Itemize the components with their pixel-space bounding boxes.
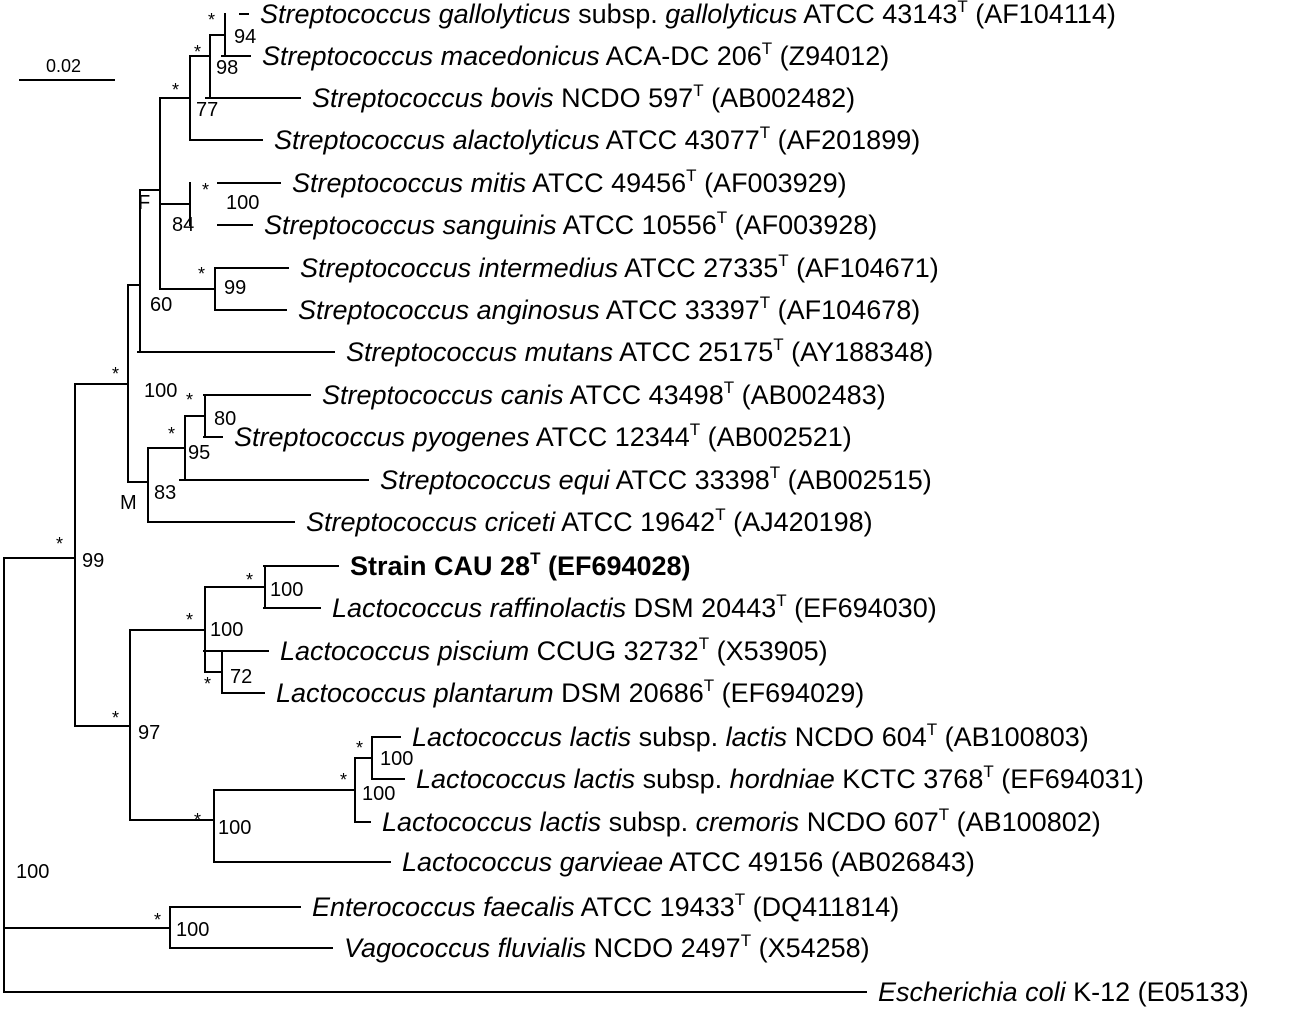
taxon-label-e_faec: Enterococcus faecalis ATCC 19433T (DQ411… [312,890,899,922]
tree-branches [3,13,867,993]
bootstrap-value: 100 [270,579,303,601]
support-star: * [186,390,193,410]
support-star: * [198,264,205,284]
node-label-f: F [138,192,150,214]
support-star: * [168,424,175,444]
support-star: * [56,534,63,554]
taxon-label-s_sang: Streptococcus sanguinis ATCC 10556T (AF0… [264,208,877,240]
bootstrap-value: 100 [362,783,395,805]
bootstrap-value: 83 [154,482,176,504]
bootstrap-value: 94 [234,26,256,48]
bootstrap-value: 100 [144,380,177,402]
bootstrap-value: 100 [226,192,259,214]
taxon-label-l_pisc: Lactococcus piscium CCUG 32732T (X53905) [280,634,828,666]
scale-bar: 0.02 [19,56,115,81]
taxon-label-l_hord: Lactococcus lactis subsp. hordniae KCTC … [416,762,1144,794]
taxon-label-s_cric: Streptococcus criceti ATCC 19642T (AJ420… [306,505,873,537]
bootstrap-value: 100 [16,861,49,883]
support-star: * [194,810,201,830]
support-star: * [112,708,119,728]
bootstrap-value: 60 [150,294,172,316]
support-star: * [246,570,253,590]
taxon-label-strain: Strain CAU 28T (EF694028) [350,549,691,581]
support-star: * [112,364,119,384]
taxon-label-l_plan: Lactococcus plantarum DSM 20686T (EF6940… [276,676,864,708]
taxon-label-s_inte: Streptococcus intermedius ATCC 27335T (A… [300,251,939,283]
taxon-label-l_raff: Lactococcus raffinolactis DSM 20443T (EF… [332,591,937,623]
taxon-label-s_alac: Streptococcus alactolyticus ATCC 43077T … [274,123,920,155]
taxon-label-e_coli: Escherichia coli K-12 (E05133) [878,977,1249,1007]
bootstrap-value: 77 [196,99,218,121]
bootstrap-value: 98 [216,57,238,79]
support-star: * [356,738,363,758]
support-star: * [340,770,347,790]
taxon-label-l_lact: Lactococcus lactis subsp. lactis NCDO 60… [412,720,1089,752]
bootstrap-value: 100 [210,619,243,641]
bootstrap-value: 80 [214,408,236,430]
taxon-label-s_cani: Streptococcus canis ATCC 43498T (AB00248… [322,378,886,410]
bootstrap-value: 99 [82,550,104,572]
taxon-label-s_angi: Streptococcus anginosus ATCC 33397T (AF1… [298,293,920,325]
support-star: * [186,610,193,630]
support-star: * [208,10,215,30]
bootstrap-value: 95 [188,442,210,464]
support-star: * [202,180,209,200]
taxon-label-l_garv: Lactococcus garvieae ATCC 49156 (AB02684… [402,847,975,877]
taxon-label-s_pyog: Streptococcus pyogenes ATCC 12344T (AB00… [234,420,852,452]
bootstrap-value: 72 [230,666,252,688]
support-star: * [154,910,161,930]
taxon-label-s_mace: Streptococcus macedonicus ACA-DC 206T (Z… [262,39,889,71]
scale-bar-label: 0.02 [46,56,81,76]
taxon-label-s_muta: Streptococcus mutans ATCC 25175T (AY1883… [346,335,933,367]
support-star: * [172,80,179,100]
node-label-m: M [120,492,137,514]
support-star: * [204,674,211,694]
taxon-label-s_equi: Streptococcus equi ATCC 33398T (AB002515… [380,463,932,495]
support-star: * [194,42,201,62]
taxon-label-v_fluv: Vagococcus fluvialis NCDO 2497T (X54258) [344,931,870,963]
bootstrap-value: 100 [218,817,251,839]
bootstrap-value: 100 [176,919,209,941]
taxon-label-s_gall: Streptococcus gallolyticus subsp. gallol… [260,0,1116,29]
bootstrap-value: 100 [380,748,413,770]
taxon-label-s_miti: Streptococcus mitis ATCC 49456T (AF00392… [292,166,847,198]
taxon-label-s_bovi: Streptococcus bovis NCDO 597T (AB002482) [312,81,855,113]
taxon-label-l_crem: Lactococcus lactis subsp. cremoris NCDO … [382,805,1101,837]
bootstrap-value: 99 [224,277,246,299]
taxon-labels: Streptococcus gallolyticus subsp. gallol… [234,0,1249,1007]
bootstrap-value: 84 [172,214,194,236]
bootstrap-value: 97 [138,722,160,744]
